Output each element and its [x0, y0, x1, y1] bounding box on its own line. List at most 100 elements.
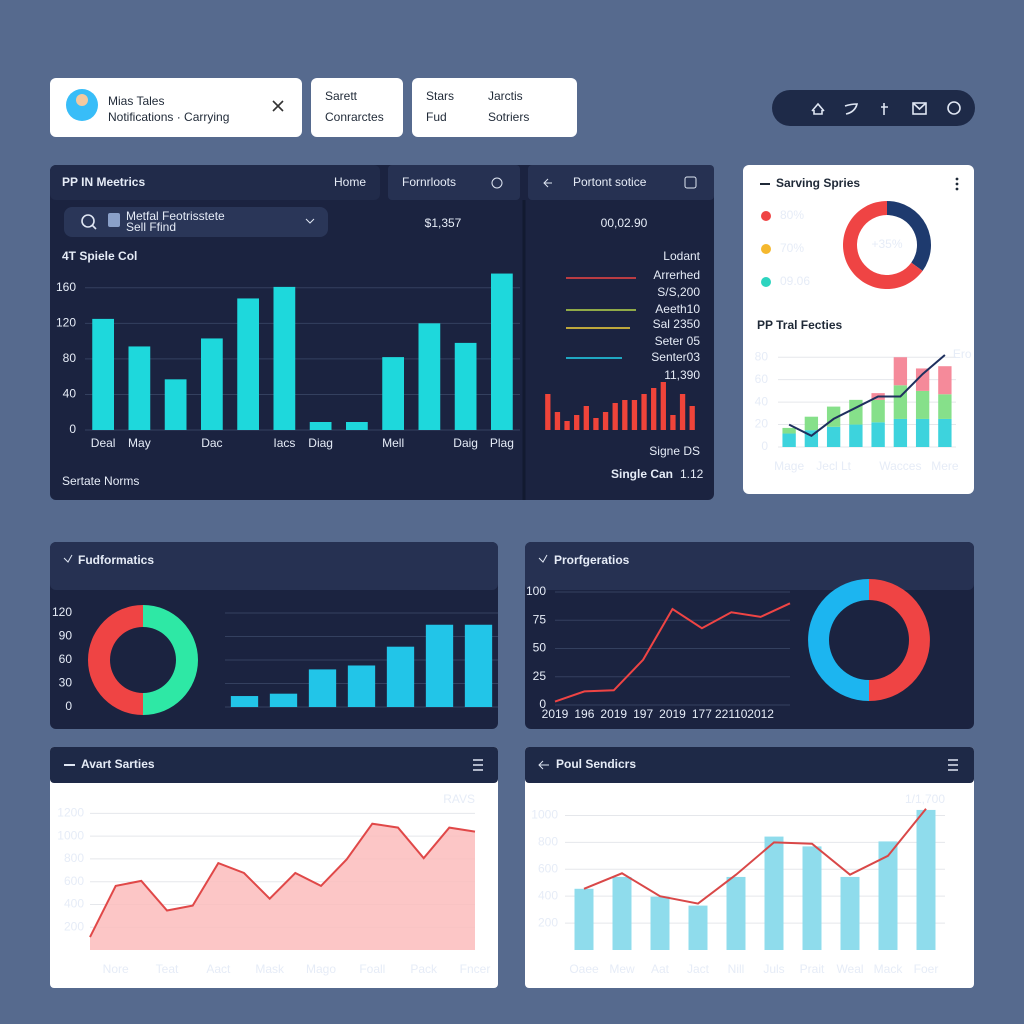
bar [602, 412, 609, 430]
legend-lines [566, 277, 636, 359]
tab-card[interactable] [412, 78, 577, 137]
search-icon [81, 214, 95, 228]
bar [574, 415, 580, 430]
tab-label: Fud [426, 110, 447, 124]
bar [346, 422, 368, 430]
legend-dot [761, 244, 771, 254]
x-tick-label: Wacces [879, 459, 921, 473]
x-tick-label: Mack [874, 962, 904, 976]
nav-link[interactable]: Home [334, 175, 366, 189]
y-tick-label: 30 [59, 676, 73, 690]
bar [273, 286, 296, 430]
bar [593, 418, 599, 430]
y-tick-label: 120 [56, 316, 76, 330]
y-tick-label: 1000 [531, 808, 558, 822]
x-tick-label: Weal [836, 962, 863, 976]
back-icon[interactable] [543, 178, 552, 188]
search-subtext: Sell Ffind [126, 220, 176, 234]
panel-header [50, 542, 498, 590]
nav-tab[interactable] [528, 165, 714, 200]
donut-segment [869, 579, 930, 701]
bar [386, 646, 415, 707]
y-tick-label: 0 [761, 439, 768, 453]
legend-label: Aeeth10 [655, 302, 700, 316]
donut-segment [143, 605, 198, 715]
panel [525, 747, 974, 988]
x-tick-label: 2019 [600, 707, 627, 721]
tab-label: Stars [426, 89, 454, 103]
bar [849, 424, 863, 447]
x-tick-label: Plag [490, 436, 514, 450]
donut-segment [88, 605, 143, 715]
profile-card[interactable] [50, 78, 302, 137]
menu-icon[interactable] [948, 759, 958, 771]
panel-footer: Sertate Norms [62, 474, 139, 488]
x-tick-label: Iacs [273, 436, 295, 450]
bar [308, 669, 337, 707]
bar [915, 390, 930, 419]
bar [871, 422, 885, 447]
bar [164, 379, 187, 430]
line [89, 822, 476, 938]
bar [915, 418, 930, 447]
x-tick-label: Deal [91, 436, 116, 450]
y-tick-label: 400 [538, 888, 558, 902]
x-tick-label: Nill [728, 962, 745, 976]
line [583, 808, 927, 905]
panel-title: Avart Sarties [81, 757, 155, 771]
x-tick-label: Teat [156, 962, 179, 976]
bar [418, 323, 441, 430]
search-box[interactable] [64, 207, 328, 237]
x-tick-label: Daig [453, 436, 478, 450]
chart-title: 4T Spiele Col [62, 249, 137, 263]
chart-title: PP Tral Fecties [757, 318, 842, 332]
legend-dot [761, 211, 771, 221]
y-tick-label: 1200 [57, 806, 84, 820]
bar [689, 406, 695, 430]
bar [464, 624, 493, 707]
bar [764, 836, 784, 950]
y-tick-label: 200 [64, 919, 84, 933]
bar [612, 403, 618, 430]
y-tick-label: 800 [64, 851, 84, 865]
panel-title: Fudformatics [78, 553, 154, 567]
back-icon[interactable] [538, 760, 549, 770]
panel-title: Poul Sendicrs [556, 757, 636, 771]
y-tick-label: 60 [755, 372, 769, 386]
y-tick-label: 75 [533, 612, 547, 626]
x-tick-label: 196 [574, 707, 594, 721]
y-tick-label: 160 [56, 280, 76, 294]
bar [893, 418, 908, 447]
check-icon [538, 554, 548, 563]
x-tick-label: Dac [201, 436, 222, 450]
bar [269, 693, 298, 707]
y-tick-label: 40 [755, 394, 769, 408]
bar [631, 400, 638, 430]
nav-tab[interactable] [388, 165, 520, 200]
tab-label: Conrarctes [325, 110, 384, 124]
bar [938, 394, 952, 419]
social-bar [772, 90, 975, 126]
menu-icon[interactable] [473, 759, 483, 771]
annotation: RAVS [443, 792, 475, 806]
panel-header [50, 747, 498, 783]
y-tick-label: 600 [538, 861, 558, 875]
x-tick-label: Mew [609, 962, 635, 976]
bar [878, 841, 898, 950]
y-tick-label: 60 [59, 652, 73, 666]
social-icons[interactable] [811, 101, 961, 115]
bar [893, 357, 908, 386]
bar [651, 388, 657, 430]
donut-segment [843, 201, 923, 289]
bar [826, 426, 841, 447]
bar [128, 346, 151, 430]
legend-label: Sal 2350 [653, 317, 701, 331]
close-icon[interactable] [272, 100, 284, 112]
menu-icon[interactable] [955, 177, 959, 191]
bar [201, 338, 223, 430]
tab-card[interactable] [311, 78, 403, 137]
annotation: 1/1,700 [905, 792, 945, 806]
dropdown-icon[interactable] [305, 218, 315, 224]
bar [491, 273, 513, 430]
